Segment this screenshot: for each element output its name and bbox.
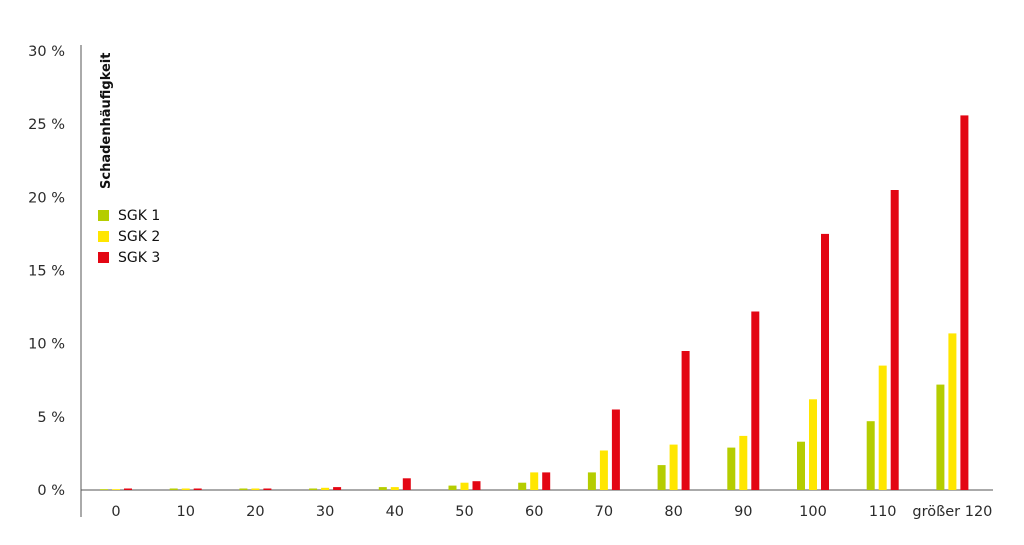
y-tick-label: 25 % [28,117,65,133]
bar-sgk3-1 [193,488,202,490]
bar-sgk1-11 [866,421,875,490]
bar-sgk1-7 [587,472,596,490]
bar-sgk3-5 [472,481,481,490]
bar-sgk1-6 [518,482,527,490]
bar-sgk1-12 [936,384,945,490]
bar-sgk3-6 [542,472,551,490]
bar-sgk2-3 [321,487,330,490]
x-tick-label: 50 [455,504,473,520]
x-tick-label: 110 [869,504,897,520]
bar-sgk1-9 [727,447,736,490]
bar-sgk2-11 [878,365,887,490]
bar-sgk3-9 [751,311,760,490]
bar-sgk3-12 [960,115,969,491]
legend-swatch-sgk2 [98,231,109,242]
x-tick-labels: 0 10 20 30 40 50 60 70 80 90 100 110 größer 120 [111,504,992,520]
bar-sgk1-8 [657,465,666,490]
bar-sgk2-10 [809,399,817,490]
bar-sgk3-4 [402,478,411,490]
bar-sgk2-1 [181,488,190,490]
bar-sgk2-12 [948,333,957,490]
x-tick-label: 60 [525,504,543,520]
bar-sgk3-11 [890,190,899,490]
bar-sgk1-0 [100,489,108,490]
bar-sgk3-8 [681,351,690,490]
x-tick-label: 30 [316,504,334,520]
legend-label-sgk3: SGK 3 [118,250,160,266]
bars-group [100,115,969,491]
x-tick-label: größer 120 [912,504,992,520]
bar-sgk3-7 [611,409,620,490]
y-axis-label: Schadenhäufigkeit [99,53,114,189]
bar-sgk2-7 [599,450,608,490]
x-tick-label: 10 [176,504,194,520]
bar-sgk1-4 [378,487,387,490]
y-tick-labels: 0 % 5 % 10 % 15 % 20 % 25 % 30 % [28,44,65,499]
legend-swatch-sgk1 [98,210,109,221]
bar-sgk2-9 [739,435,748,490]
x-tick-label: 90 [734,504,752,520]
x-tick-label: 70 [595,504,613,520]
x-tick-label: 100 [799,504,827,520]
bar-sgk1-1 [169,488,178,490]
y-tick-label: 10 % [28,337,65,353]
bar-sgk1-2 [239,488,248,490]
bar-sgk3-2 [263,488,272,490]
bar-sgk1-3 [309,488,318,490]
bar-sgk2-8 [669,444,678,490]
legend-label-sgk1: SGK 1 [118,208,160,224]
y-tick-label: 15 % [28,264,65,280]
legend-swatch-sgk3 [98,252,109,263]
legend: SGK 1 SGK 2 SGK 3 [98,208,160,266]
y-tick-label: 5 % [37,410,65,426]
y-tick-label: 20 % [28,190,65,206]
x-tick-label: 20 [246,504,264,520]
y-tick-label: 0 % [37,483,65,499]
y-tick-label: 30 % [28,44,65,60]
bar-sgk1-5 [448,485,457,490]
x-tick-label: 40 [386,504,404,520]
x-tick-label: 0 [111,504,120,520]
bar-sgk3-3 [333,487,342,490]
bar-sgk2-4 [390,487,399,490]
bar-sgk1-10 [797,441,805,490]
bar-sgk2-0 [112,489,120,490]
bar-sgk2-2 [251,488,260,490]
legend-label-sgk2: SGK 2 [118,229,160,245]
bar-sgk2-6 [530,472,539,490]
bar-sgk2-5 [460,482,469,490]
bar-sgk3-0 [124,488,132,490]
x-tick-label: 80 [664,504,682,520]
bar-sgk3-10 [821,233,829,490]
